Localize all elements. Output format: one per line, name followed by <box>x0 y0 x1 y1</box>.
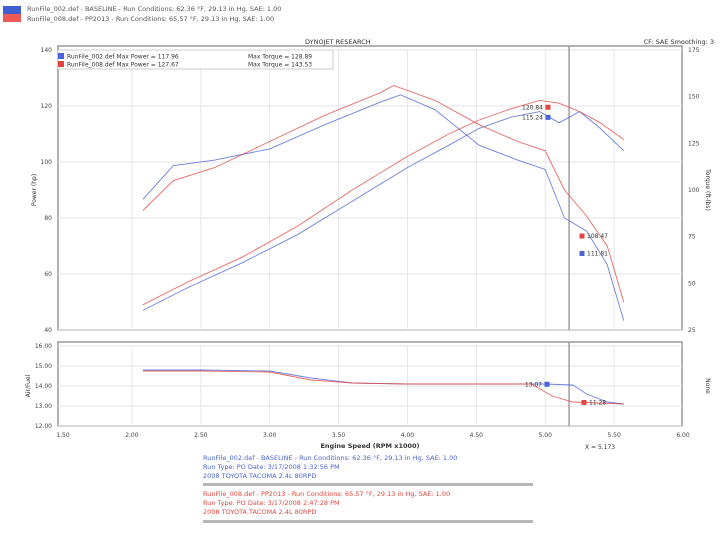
y-right-axis-label: Torque (ft-lbs) <box>704 168 711 211</box>
divider <box>203 520 533 523</box>
x-tick-label: 3.00 <box>263 432 277 439</box>
afr-tick-label: 15.00 <box>35 363 52 370</box>
value-marker-label: 115.24 <box>522 114 543 121</box>
y-right-tick-label: 150 <box>688 94 700 101</box>
y-right-tick-label: 100 <box>688 187 700 194</box>
y-tick-label: 100 <box>41 159 53 166</box>
x-tick-label: 5.00 <box>539 432 553 439</box>
y-tick-label: 40 <box>44 327 52 334</box>
afr-curve <box>142 370 624 405</box>
afr-axis-label: Air/Fuel <box>25 374 32 397</box>
legend-torque: Max Torque = 143.53 <box>248 62 312 69</box>
footer-line: RunFile_008.def - PP2013 - Run Condition… <box>203 490 451 498</box>
torque-curve <box>142 94 625 321</box>
footer-line: RunFile_002.def - BASELINE - Run Conditi… <box>203 454 458 462</box>
y-tick-label: 120 <box>41 103 53 110</box>
power-curve <box>142 99 625 306</box>
x-tick-label: 4.50 <box>470 432 484 439</box>
chart-title: DYNOJET RESEARCH <box>305 38 371 46</box>
x-tick-label: 1.50 <box>56 432 70 439</box>
header-run-blue: RunFile_002.def - BASELINE - Run Conditi… <box>27 5 282 13</box>
power-plot-frame <box>57 45 683 331</box>
afr-tick-label: 16.00 <box>35 343 52 350</box>
legend-swatch <box>58 61 64 67</box>
footer-line: 2008 TOYOTA TACOMA 2.4L 80RPD <box>203 472 317 480</box>
torque-curve <box>142 85 625 303</box>
value-marker-label: 11.28 <box>589 400 606 407</box>
x-tick-label: 2.50 <box>194 432 208 439</box>
afr-right-axis-label: None <box>704 378 711 394</box>
run-swatch-red <box>3 14 21 22</box>
afr-tick-label: 13.00 <box>35 403 52 410</box>
footer-red-run: RunFile_008.def - PP2013 - Run Condition… <box>203 490 450 517</box>
x-tick-label: 6.00 <box>676 432 690 439</box>
x-tick-label: 5.50 <box>607 432 621 439</box>
x-tick-label: 2.00 <box>125 432 139 439</box>
correction-info: CF: SAE Smoothing: 3 <box>643 38 714 46</box>
value-marker <box>579 250 585 256</box>
x-axis-label: Engine Speed (RPM x1000) <box>320 442 419 450</box>
legend-swatch <box>58 53 64 59</box>
cursor-readout: X = 5.173 <box>585 444 615 451</box>
y-tick-label: 140 <box>41 47 53 54</box>
value-marker-label: 108.47 <box>587 233 608 240</box>
value-marker-label: 13.07 <box>525 381 542 388</box>
value-marker <box>581 400 587 405</box>
header-run-red: RunFile_008.def - PP2013 - Run Condition… <box>27 15 275 23</box>
y-axis-label: Power (hp) <box>31 174 38 206</box>
x-tick-label: 3.50 <box>332 432 346 439</box>
y-right-tick-label: 50 <box>688 280 696 287</box>
legend-entry: RunFile_002.def Max Power = 117.96 <box>67 54 179 61</box>
y-right-tick-label: 125 <box>688 140 700 147</box>
run-swatch-blue <box>3 6 21 14</box>
y-right-tick-label: 175 <box>688 47 700 54</box>
value-marker-label: 111.81 <box>587 250 608 257</box>
footer-line: Run Type: PO Date: 3/17/2008 1:32:56 PM <box>203 463 340 471</box>
value-marker <box>545 114 551 120</box>
y-tick-label: 60 <box>44 271 52 278</box>
value-marker <box>545 104 551 110</box>
y-tick-label: 80 <box>44 215 52 222</box>
power-curve <box>142 111 625 311</box>
legend-entry: RunFile_008.def Max Power = 127.67 <box>67 62 179 69</box>
footer-line: 2008 TOYOTA TACOMA 2.4L 80RPD <box>203 508 317 516</box>
footer-line: Run Type: PO Date: 3/17/2008 2:47:28 PM <box>203 499 340 507</box>
divider <box>203 483 533 486</box>
value-marker <box>544 381 550 387</box>
y-right-tick-label: 75 <box>688 234 696 241</box>
value-marker <box>579 233 585 239</box>
footer-blue-run: RunFile_002.def - BASELINE - Run Conditi… <box>203 454 457 481</box>
afr-tick-label: 12.00 <box>35 423 52 430</box>
afr-tick-label: 14.00 <box>35 383 52 390</box>
legend-torque: Max Torque = 128.89 <box>248 54 312 61</box>
x-tick-label: 4.00 <box>401 432 415 439</box>
y-right-tick-label: 25 <box>688 327 696 334</box>
legend-box <box>57 49 334 70</box>
afr-plot-frame <box>57 341 683 427</box>
value-marker-label: 120.84 <box>522 104 543 111</box>
